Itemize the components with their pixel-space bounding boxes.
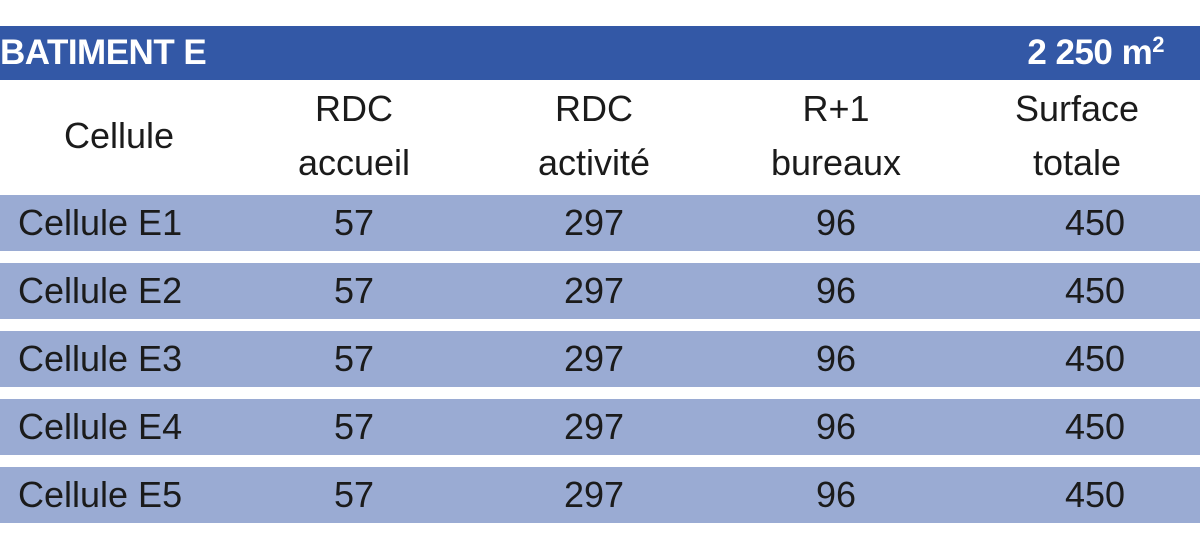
- header-line: accueil: [297, 142, 411, 183]
- cell-r1-bureaux: 96: [815, 270, 857, 311]
- cell-cellule: Cellule E4: [18, 406, 183, 447]
- cell-surface-totale: 450: [1064, 406, 1126, 447]
- building-total-area: 2 250 m2: [1027, 33, 1164, 73]
- cell-r1-bureaux: 96: [815, 406, 857, 447]
- header-surface-totale: Surface totale: [954, 82, 1200, 190]
- cell-rdc-accueil: 57: [333, 202, 375, 243]
- cell-rdc-activite: 297: [563, 474, 625, 515]
- cell-r1-bureaux: 96: [815, 474, 857, 515]
- cell-rdc-accueil: 57: [333, 474, 375, 515]
- table-row: Cellule E4 57 297 96 450: [0, 399, 1200, 455]
- cell-rdc-activite: 297: [563, 202, 625, 243]
- header-line: R+1: [802, 88, 870, 129]
- cell-surface-totale: 450: [1064, 474, 1126, 515]
- header-cellule: Cellule: [0, 109, 238, 163]
- cell-r1-bureaux: 96: [815, 202, 857, 243]
- header-line: activité: [537, 142, 651, 183]
- cell-r1-bureaux: 96: [815, 338, 857, 379]
- header-line: totale: [1032, 142, 1122, 183]
- cell-cellule: Cellule E1: [18, 202, 183, 243]
- header-r1-bureaux: R+1 bureaux: [718, 82, 954, 190]
- header-rdc-activite: RDC activité: [470, 82, 718, 190]
- building-area-exponent: 2: [1152, 32, 1164, 57]
- table-body: Cellule E1 57 297 96 450 Cellule E2 57 2…: [0, 195, 1200, 523]
- cell-surface-totale: 450: [1064, 202, 1126, 243]
- title-bar: BATIMENT E 2 250 m2: [0, 26, 1200, 80]
- column-header-row: Cellule RDC accueil RDC activité R+1 bur…: [0, 80, 1200, 192]
- cell-rdc-accueil: 57: [333, 406, 375, 447]
- header-line: bureaux: [770, 142, 902, 183]
- cell-rdc-accueil: 57: [333, 270, 375, 311]
- table-row: Cellule E1 57 297 96 450: [0, 195, 1200, 251]
- table-row: Cellule E2 57 297 96 450: [0, 263, 1200, 319]
- header-line: RDC: [555, 88, 633, 129]
- cell-surface-totale: 450: [1064, 338, 1126, 379]
- cell-rdc-activite: 297: [563, 270, 625, 311]
- cell-cellule: Cellule E2: [18, 270, 183, 311]
- building-area-value: 2 250 m: [1027, 33, 1153, 72]
- table-row: Cellule E5 57 297 96 450: [0, 467, 1200, 523]
- header-line: Surface: [1014, 88, 1140, 129]
- header-rdc-accueil: RDC accueil: [238, 82, 470, 190]
- header-line: RDC: [315, 88, 393, 129]
- cell-rdc-activite: 297: [563, 406, 625, 447]
- cell-rdc-accueil: 57: [333, 338, 375, 379]
- cell-surface-totale: 450: [1064, 270, 1126, 311]
- table-row: Cellule E3 57 297 96 450: [0, 331, 1200, 387]
- header-line: Cellule: [63, 115, 175, 156]
- cell-rdc-activite: 297: [563, 338, 625, 379]
- cell-cellule: Cellule E3: [18, 338, 183, 379]
- building-surface-table: BATIMENT E 2 250 m2 Cellule RDC accueil …: [0, 26, 1200, 523]
- cell-cellule: Cellule E5: [18, 474, 183, 515]
- building-title: BATIMENT E: [0, 33, 207, 72]
